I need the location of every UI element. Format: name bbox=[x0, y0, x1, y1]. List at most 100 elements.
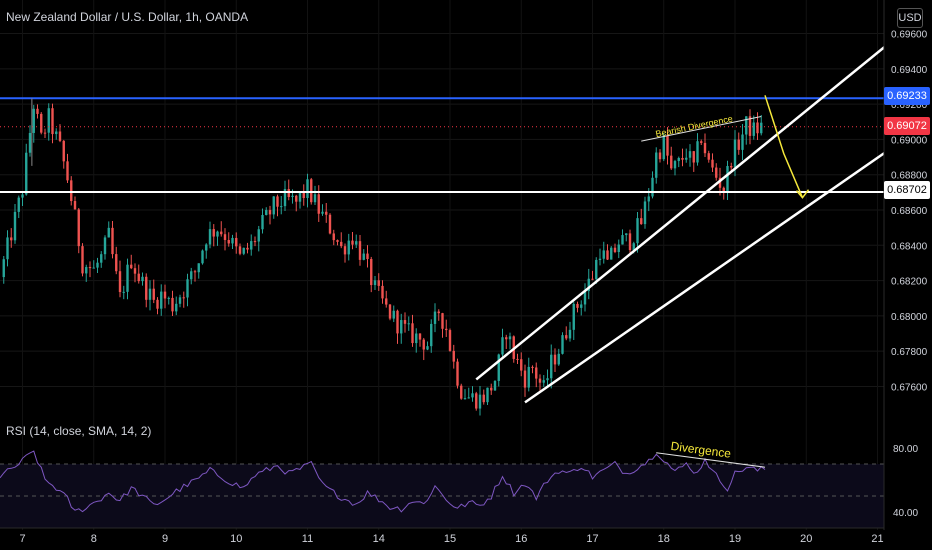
candle-body[interactable] bbox=[587, 278, 590, 292]
price-tick-label[interactable]: 0.68000 bbox=[891, 312, 928, 323]
candle-body[interactable] bbox=[703, 142, 707, 154]
time-tick-label[interactable]: 18 bbox=[658, 533, 670, 545]
resistance-price-tag[interactable]: 0.69233 bbox=[884, 87, 930, 105]
candle-body[interactable] bbox=[531, 366, 534, 368]
candle-body[interactable] bbox=[625, 233, 628, 236]
rsi-line[interactable] bbox=[0, 450, 766, 513]
price-tick-label[interactable]: 0.68400 bbox=[891, 241, 928, 252]
time-tick-label[interactable]: 14 bbox=[373, 533, 385, 545]
candle-body[interactable] bbox=[118, 271, 122, 293]
candle-body[interactable] bbox=[73, 201, 77, 210]
candle-body[interactable] bbox=[546, 378, 549, 381]
price-tick-label[interactable]: 0.69400 bbox=[891, 65, 928, 76]
candle-body[interactable] bbox=[696, 141, 699, 163]
candle-body[interactable] bbox=[235, 237, 238, 247]
candle-body[interactable] bbox=[396, 310, 399, 334]
candle-body[interactable] bbox=[355, 241, 358, 245]
candle-body[interactable] bbox=[610, 247, 613, 260]
candle-body[interactable] bbox=[77, 209, 80, 247]
candle-body[interactable] bbox=[726, 165, 729, 193]
candle-body[interactable] bbox=[388, 304, 392, 319]
candle-body[interactable] bbox=[523, 370, 527, 388]
candle-body[interactable] bbox=[321, 211, 324, 214]
candle-body[interactable] bbox=[85, 267, 88, 274]
time-tick-label[interactable]: 20 bbox=[800, 533, 812, 545]
candle-body[interactable] bbox=[730, 165, 733, 168]
candle-body[interactable] bbox=[580, 304, 583, 308]
time-tick-label[interactable]: 19 bbox=[729, 533, 741, 545]
candle-body[interactable] bbox=[96, 262, 99, 268]
candle-body[interactable] bbox=[193, 271, 197, 273]
candle-body[interactable] bbox=[336, 240, 339, 242]
candle-body[interactable] bbox=[448, 330, 452, 351]
candle-body[interactable] bbox=[685, 157, 688, 160]
candle-body[interactable] bbox=[632, 243, 635, 251]
candle-body[interactable] bbox=[313, 194, 317, 203]
candle-body[interactable] bbox=[130, 264, 133, 269]
candle-body[interactable] bbox=[175, 303, 178, 312]
candle-body[interactable] bbox=[400, 320, 403, 334]
candle-body[interactable] bbox=[741, 134, 744, 150]
candle-body[interactable] bbox=[662, 135, 665, 160]
candle-body[interactable] bbox=[272, 196, 275, 215]
candle-body[interactable] bbox=[148, 288, 152, 300]
time-tick-label[interactable]: 7 bbox=[19, 533, 25, 545]
time-tick-label[interactable]: 11 bbox=[302, 533, 313, 545]
candle-body[interactable] bbox=[100, 254, 103, 263]
candle-body[interactable] bbox=[640, 218, 643, 225]
candle-body[interactable] bbox=[520, 359, 523, 371]
price-tick-label[interactable]: 0.69600 bbox=[891, 30, 928, 41]
rsi-tick-label[interactable]: 40.00 bbox=[893, 508, 918, 519]
candle-body[interactable] bbox=[92, 267, 95, 269]
candle-body[interactable] bbox=[212, 229, 215, 237]
candle-body[interactable] bbox=[62, 140, 65, 162]
candle-body[interactable] bbox=[692, 151, 695, 163]
candle-body[interactable] bbox=[47, 108, 50, 133]
candle-body[interactable] bbox=[602, 250, 605, 259]
candle-body[interactable] bbox=[88, 267, 92, 269]
candle-body[interactable] bbox=[445, 328, 448, 331]
price-tick-label[interactable]: 0.67800 bbox=[891, 347, 928, 358]
candle-body[interactable] bbox=[550, 354, 553, 379]
candle-body[interactable] bbox=[452, 350, 455, 362]
candle-body[interactable] bbox=[231, 237, 234, 244]
candle-body[interactable] bbox=[572, 303, 575, 330]
projection-path[interactable] bbox=[764, 95, 804, 198]
price-divergence-line[interactable] bbox=[641, 115, 762, 142]
candle-body[interactable] bbox=[538, 378, 542, 383]
candle-body[interactable] bbox=[595, 259, 598, 280]
candle-body[interactable] bbox=[268, 210, 272, 215]
candle-body[interactable] bbox=[568, 329, 572, 339]
candle-body[interactable] bbox=[467, 397, 470, 399]
candle-body[interactable] bbox=[347, 240, 350, 255]
candle-body[interactable] bbox=[310, 179, 313, 203]
candle-body[interactable] bbox=[178, 297, 182, 304]
candle-body[interactable] bbox=[227, 240, 230, 244]
candle-body[interactable] bbox=[651, 177, 654, 197]
candle-body[interactable] bbox=[257, 229, 260, 242]
candle-body[interactable] bbox=[591, 278, 594, 280]
candle-body[interactable] bbox=[553, 354, 557, 365]
candle-body[interactable] bbox=[385, 298, 388, 305]
candle-body[interactable] bbox=[433, 311, 437, 324]
candle-body[interactable] bbox=[302, 193, 305, 199]
support-price-tag[interactable]: 0.68702 bbox=[884, 181, 930, 199]
candle-body[interactable] bbox=[111, 227, 114, 255]
candle-body[interactable] bbox=[328, 214, 332, 234]
candle-body[interactable] bbox=[325, 211, 328, 215]
candle-body[interactable] bbox=[317, 194, 320, 214]
candle-body[interactable] bbox=[17, 197, 20, 212]
candle-body[interactable] bbox=[557, 353, 560, 365]
candle-body[interactable] bbox=[13, 211, 17, 241]
candle-body[interactable] bbox=[501, 337, 504, 355]
time-tick-label[interactable]: 8 bbox=[91, 533, 97, 545]
candle-body[interactable] bbox=[745, 116, 748, 135]
candle-body[interactable] bbox=[36, 108, 39, 114]
candle-body[interactable] bbox=[516, 358, 519, 360]
candle-body[interactable] bbox=[298, 193, 302, 202]
candle-body[interactable] bbox=[186, 279, 189, 298]
candle-body[interactable] bbox=[497, 354, 500, 381]
candle-body[interactable] bbox=[598, 258, 602, 260]
time-tick-label[interactable]: 10 bbox=[230, 533, 242, 545]
candle-body[interactable] bbox=[478, 394, 482, 409]
